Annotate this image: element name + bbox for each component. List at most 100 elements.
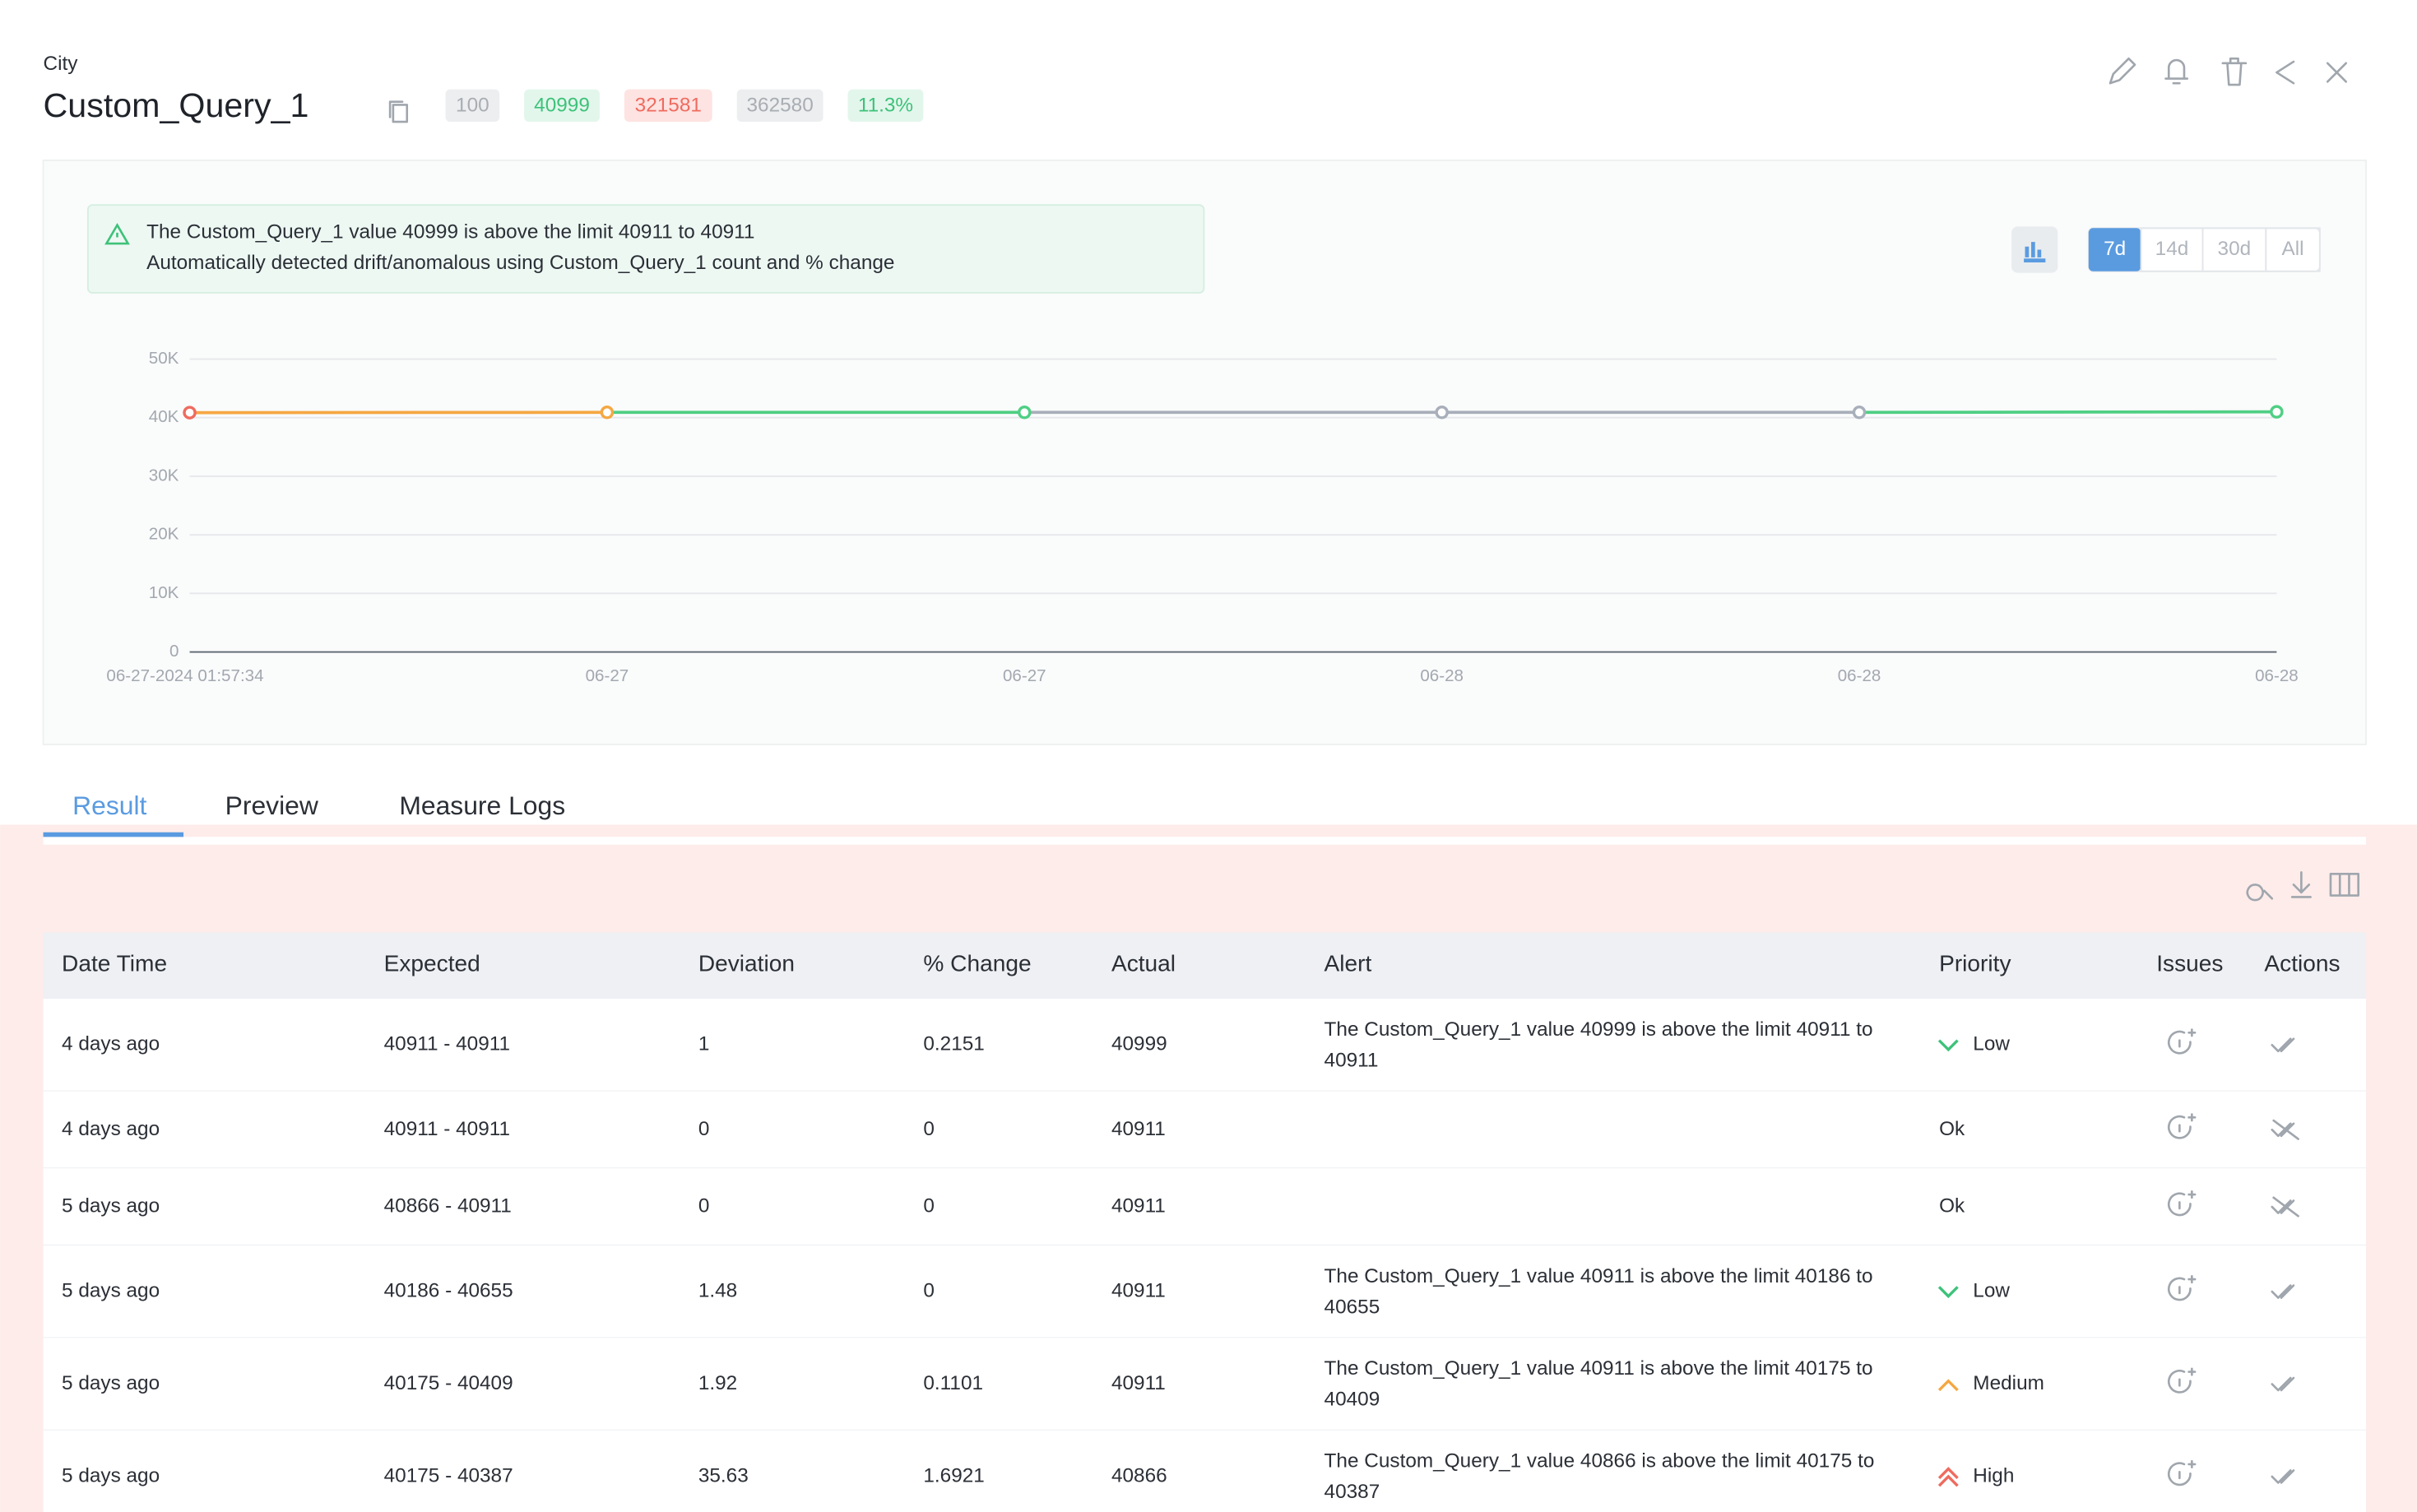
x-tick-label: 06-27: [586, 666, 629, 685]
download-icon[interactable]: [2290, 871, 2312, 898]
columns-icon[interactable]: [2329, 873, 2360, 897]
bell-icon[interactable]: [2164, 58, 2189, 85]
table-cell: 5 days ago: [62, 1464, 160, 1486]
action-icon[interactable]: [2271, 1196, 2299, 1217]
table-cell: 5 days ago: [62, 1280, 160, 1302]
issue-icon[interactable]: [2167, 1459, 2197, 1486]
alert-box: [86, 204, 1205, 294]
column-header: Actions: [2264, 950, 2340, 976]
range-button[interactable]: [2088, 228, 2141, 271]
tab[interactable]: Result: [72, 791, 146, 820]
action-icon[interactable]: [2271, 1119, 2299, 1140]
x-tick-label: 06-27-2024 01:57:34: [106, 666, 263, 685]
edit-icon[interactable]: [2108, 57, 2136, 85]
priority-cell: Ok: [1939, 1118, 1965, 1140]
table-cell: 5 days ago: [62, 1372, 160, 1394]
tab[interactable]: Preview: [225, 791, 319, 820]
x-tick-label: 06-27: [1003, 666, 1046, 685]
alert-cell-box: The Custom_Query_1 value 40911 is above …: [1324, 1357, 1873, 1411]
table-cell: 1.92: [698, 1372, 737, 1394]
tabs: Result Preview Measure Logs: [43, 791, 565, 837]
close-icon[interactable]: [2326, 62, 2348, 83]
table-row: [43, 1168, 2367, 1245]
table-cell: 40866 - 40911: [384, 1194, 512, 1217]
priority-icon: [1937, 1467, 1959, 1487]
search-icon[interactable]: [2246, 884, 2274, 902]
tab[interactable]: Measure Logs: [399, 791, 565, 820]
priority-cell: Medium: [1973, 1372, 2044, 1394]
table: Date Time Expected Deviation % Change Actual…: [43, 932, 2367, 1512]
alert-cell: The Custom_Query_1 value 40866 is above …: [1324, 1449, 1875, 1503]
table-cell: 40911: [1111, 1194, 1166, 1217]
table-cell: 40911 - 40911: [384, 1033, 510, 1055]
badge: [445, 89, 500, 123]
y-tick-label: 40K: [149, 407, 179, 426]
badge-label: 11.3%: [858, 95, 913, 117]
alert-cell-box: The Custom_Query_1 value 40911 is above …: [1324, 1264, 1873, 1318]
issue-icon[interactable]: [2167, 1275, 2197, 1301]
badge-label: 100: [456, 95, 489, 117]
share-icon[interactable]: [2276, 60, 2295, 85]
table-row: [43, 1430, 2367, 1512]
range-button[interactable]: [2265, 227, 2321, 272]
y-tick-label: 30K: [149, 466, 179, 485]
data-point[interactable]: [1018, 406, 1032, 420]
tab-underline: [43, 832, 184, 837]
badge: [524, 89, 600, 123]
data-point[interactable]: [183, 406, 197, 420]
priority-icon: [1937, 1039, 1959, 1052]
data-point[interactable]: [1852, 406, 1867, 420]
table-cell: 4 days ago: [62, 1118, 160, 1140]
y-tick-label: 10K: [149, 583, 179, 602]
table-cell: 0: [698, 1118, 710, 1140]
title: Custom_Query_1: [44, 86, 309, 124]
issue-icon[interactable]: [2167, 1028, 2197, 1055]
table-cell: 35.63: [698, 1464, 749, 1486]
alert-line: Automatically detected drift/anomalous u…: [146, 252, 894, 274]
column-header: Priority: [1939, 950, 2011, 976]
column-header: Alert: [1324, 950, 1372, 976]
table-cell: 4 days ago: [62, 1033, 160, 1055]
copy-icon[interactable]: [388, 100, 409, 123]
table-row: [43, 1091, 2367, 1169]
table-cell: 40911 - 40911: [384, 1118, 510, 1140]
alert-cell-box: The Custom_Query_1 value 40999 is above …: [1324, 1017, 1873, 1072]
table-cell: 1: [698, 1033, 710, 1055]
alert-cell: The Custom_Query_1 value 40999 is above …: [1324, 1017, 1873, 1072]
table-row: [43, 1338, 2367, 1431]
action-icon[interactable]: [2271, 1037, 2295, 1053]
action-icon[interactable]: [2271, 1284, 2295, 1299]
toolbar: [2108, 57, 2348, 86]
issue-icon[interactable]: [2167, 1113, 2197, 1139]
table-cell: 40911: [1111, 1372, 1166, 1394]
table-row: [43, 999, 2367, 1092]
x-tick-label: 06-28: [1420, 666, 1464, 685]
table-row: [43, 1245, 2367, 1338]
y-tick-label: 20K: [149, 525, 179, 544]
table-cell: 0: [923, 1194, 935, 1217]
line-segment: [1859, 410, 2277, 415]
range-buttons: 7d 14d 30d All: [2087, 227, 2321, 272]
table-cell: 0: [923, 1280, 935, 1302]
column-header: Date Time: [62, 950, 167, 976]
tab-strip: [0, 770, 2417, 825]
data-point[interactable]: [2270, 405, 2284, 419]
alert-cell-box: The Custom_Query_1 value 40866 is above …: [1324, 1449, 1875, 1503]
x-tick-label: 06-28: [2255, 666, 2299, 685]
x-tick-label: 06-28: [1838, 666, 1881, 685]
action-icon[interactable]: [2271, 1376, 2295, 1392]
chart-toggle-icon: [2024, 242, 2046, 262]
action-icon[interactable]: [2271, 1469, 2295, 1484]
range-label: 30d: [2218, 238, 2252, 260]
delete-icon[interactable]: [2221, 57, 2248, 86]
table-cell: 0: [923, 1118, 935, 1140]
data-point[interactable]: [600, 406, 615, 420]
range-label: All: [2282, 238, 2304, 260]
column-header: Deviation: [698, 950, 795, 976]
issue-icon[interactable]: [2167, 1190, 2197, 1217]
badge-label: 40999: [534, 95, 590, 117]
badges: 100 40999 321581 362580 11.3%: [445, 89, 924, 123]
issue-icon[interactable]: [2167, 1367, 2197, 1394]
table-cell: 40866: [1111, 1464, 1167, 1486]
data-point[interactable]: [1435, 406, 1449, 420]
